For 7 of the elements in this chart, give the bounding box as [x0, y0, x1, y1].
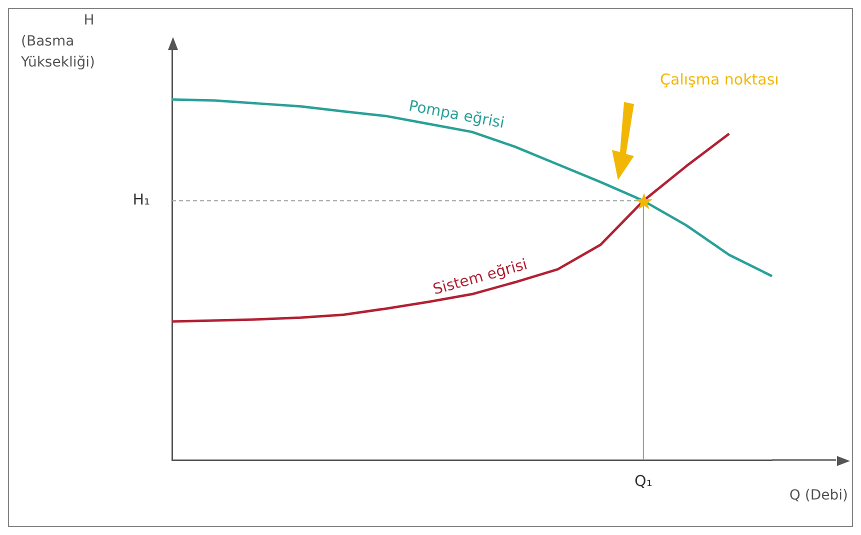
- text: Pompa eğrisi: [407, 96, 506, 132]
- text: Q₁: [634, 472, 652, 490]
- text: H (Basma Yüksekliği): [20, 12, 95, 71]
- text: Sistem eğrisi: [430, 255, 530, 298]
- ref-line-label: H₁: [132, 190, 150, 209]
- x-axis-title: Q (Debi): [789, 488, 848, 504]
- text: Çalışma noktası: [660, 70, 779, 89]
